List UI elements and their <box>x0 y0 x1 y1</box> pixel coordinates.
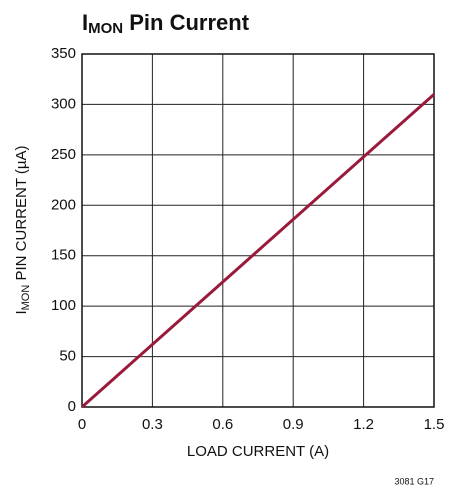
title-subscript: MON <box>88 20 123 37</box>
ylabel-part: PIN CURRENT (µA) <box>13 145 30 284</box>
y-tick-label: 50 <box>59 348 76 365</box>
y-tick-label: 250 <box>51 146 76 163</box>
x-axis-label: LOAD CURRENT (A) <box>187 443 329 460</box>
data-line <box>81 93 435 409</box>
ylabel-subscript: MON <box>20 285 32 311</box>
x-tick-label: 0.3 <box>142 416 163 433</box>
x-tick-label: 1.5 <box>424 416 445 433</box>
y-tick-label: 150 <box>51 247 76 264</box>
y-tick-label: 100 <box>51 297 76 314</box>
title-part: Pin Current <box>123 10 250 35</box>
x-tick-label: 0 <box>78 416 86 433</box>
chart-title: IMON Pin Current <box>82 10 250 37</box>
y-tick-label: 200 <box>51 196 76 213</box>
y-tick-label: 0 <box>68 398 76 415</box>
y-tick-label: 350 <box>51 45 76 62</box>
y-tick-label: 300 <box>51 95 76 112</box>
title-part: I <box>82 10 88 35</box>
y-axis-label: IMON PIN CURRENT (µA) <box>13 145 32 314</box>
plot-frame <box>81 53 435 408</box>
x-tick-label: 0.6 <box>212 416 233 433</box>
ylabel-part: I <box>13 310 30 314</box>
x-tick-label: 1.2 <box>353 416 374 433</box>
x-tick-label: 0.9 <box>283 416 304 433</box>
figure-note: 3081 G17 <box>394 476 434 486</box>
